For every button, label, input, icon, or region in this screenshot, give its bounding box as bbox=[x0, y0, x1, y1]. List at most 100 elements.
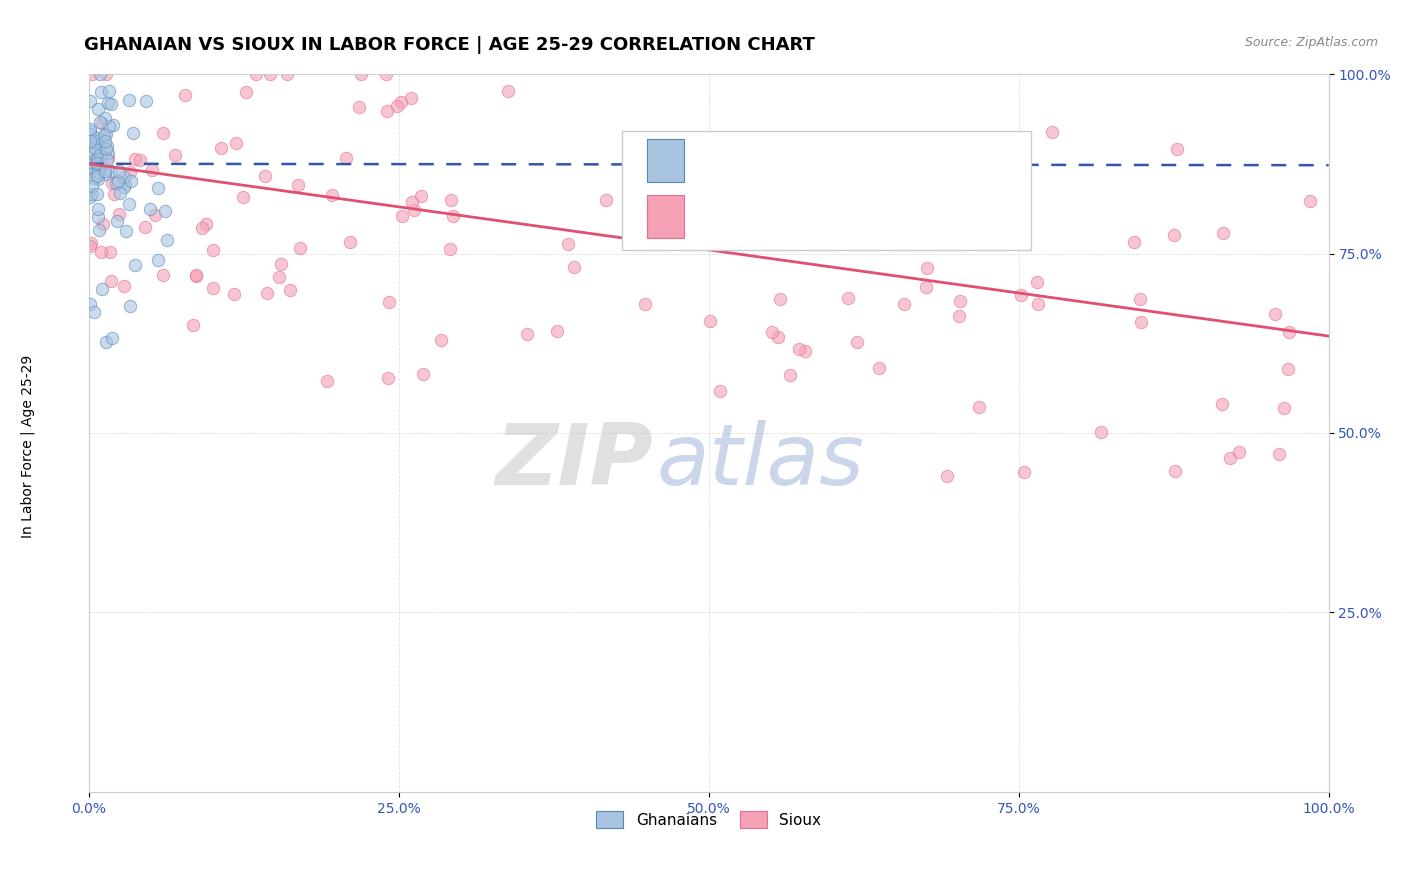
Point bbox=[387, 99, 409, 113]
Point bbox=[94, 335, 117, 350]
Point bbox=[202, 281, 225, 295]
Point bbox=[152, 126, 174, 140]
Point bbox=[91, 131, 114, 145]
Point bbox=[90, 86, 112, 100]
Point bbox=[900, 217, 922, 231]
Point bbox=[93, 128, 115, 142]
Legend: Ghanaians, Sioux: Ghanaians, Sioux bbox=[591, 805, 828, 835]
Point bbox=[276, 67, 298, 81]
FancyBboxPatch shape bbox=[647, 194, 683, 237]
Point bbox=[967, 214, 990, 228]
Text: -0.017: -0.017 bbox=[754, 153, 807, 168]
Point bbox=[101, 331, 124, 345]
Point bbox=[1090, 425, 1112, 439]
Point bbox=[779, 368, 801, 383]
Text: N =: N = bbox=[851, 209, 886, 224]
Point bbox=[1026, 275, 1049, 289]
Point bbox=[1267, 447, 1289, 461]
Point bbox=[516, 326, 538, 341]
Point bbox=[225, 136, 247, 151]
Point bbox=[375, 67, 398, 81]
Point bbox=[287, 178, 309, 193]
Point bbox=[108, 164, 131, 178]
Point bbox=[793, 343, 815, 358]
Point bbox=[222, 287, 245, 301]
Point bbox=[378, 295, 401, 310]
Text: ZIP: ZIP bbox=[495, 420, 652, 503]
Point bbox=[91, 282, 114, 296]
Point bbox=[709, 384, 731, 398]
Point bbox=[79, 127, 101, 141]
Point bbox=[1164, 464, 1187, 478]
Point bbox=[232, 190, 254, 204]
Point bbox=[1272, 401, 1295, 415]
Point bbox=[546, 324, 568, 338]
Point bbox=[79, 122, 101, 136]
Point bbox=[107, 207, 129, 221]
Point bbox=[1264, 307, 1286, 321]
Point bbox=[89, 67, 111, 81]
Point bbox=[1122, 235, 1144, 249]
Point bbox=[134, 220, 156, 235]
Point bbox=[1211, 397, 1233, 411]
Point bbox=[155, 204, 177, 219]
Text: R =: R = bbox=[699, 209, 733, 224]
Point bbox=[846, 334, 869, 349]
Point bbox=[89, 115, 111, 129]
Point bbox=[90, 245, 112, 260]
Point bbox=[209, 141, 232, 155]
Point bbox=[93, 112, 115, 126]
Text: In Labor Force | Age 25-29: In Labor Force | Age 25-29 bbox=[21, 354, 35, 538]
Point bbox=[439, 242, 461, 256]
Point bbox=[948, 310, 970, 324]
Point bbox=[389, 95, 412, 109]
Point bbox=[152, 268, 174, 282]
Point bbox=[112, 170, 135, 185]
Point bbox=[86, 164, 108, 178]
Point bbox=[79, 134, 101, 148]
Point bbox=[80, 67, 103, 81]
Point bbox=[97, 96, 120, 111]
Point bbox=[440, 193, 463, 207]
Point bbox=[1010, 288, 1032, 302]
Point bbox=[104, 176, 127, 190]
Point bbox=[94, 167, 117, 181]
Point bbox=[634, 296, 657, 310]
Point bbox=[557, 237, 579, 252]
Point bbox=[685, 149, 707, 163]
Point bbox=[96, 67, 118, 81]
Point bbox=[87, 202, 110, 216]
Point bbox=[915, 260, 938, 275]
Point bbox=[915, 280, 938, 294]
Point bbox=[94, 128, 117, 142]
Point bbox=[87, 140, 110, 154]
Point bbox=[124, 258, 146, 272]
Point bbox=[84, 131, 107, 145]
Point bbox=[87, 210, 110, 224]
Point bbox=[391, 209, 413, 223]
Point bbox=[949, 293, 972, 308]
Point bbox=[96, 153, 118, 167]
Point bbox=[868, 360, 890, 375]
Point bbox=[83, 304, 105, 318]
Point bbox=[82, 187, 104, 202]
Point bbox=[1212, 227, 1234, 241]
Point bbox=[79, 124, 101, 138]
Point bbox=[103, 186, 125, 201]
Point bbox=[769, 292, 792, 306]
Point bbox=[79, 94, 101, 108]
Point bbox=[120, 173, 142, 187]
Point bbox=[128, 153, 150, 168]
Point bbox=[564, 260, 586, 274]
Point bbox=[235, 85, 257, 99]
Text: atlas: atlas bbox=[657, 420, 865, 503]
Point bbox=[321, 187, 343, 202]
Point bbox=[201, 243, 224, 257]
Point bbox=[117, 93, 139, 107]
Point bbox=[90, 156, 112, 170]
Point bbox=[124, 153, 146, 167]
Point bbox=[316, 374, 339, 388]
Point bbox=[1166, 142, 1188, 156]
Point bbox=[184, 268, 207, 283]
Point bbox=[766, 330, 789, 344]
